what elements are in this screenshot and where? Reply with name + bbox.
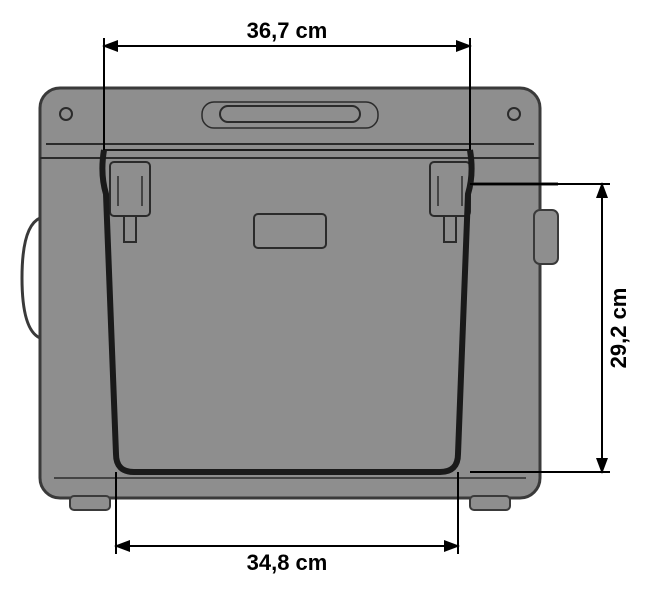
dimension-bottom-width-label: 34,8 cm (247, 550, 328, 575)
dimension-height-label: 29,2 cm (606, 288, 631, 369)
cooler-body (22, 88, 558, 510)
dimension-top-width-label: 36,7 cm (247, 18, 328, 43)
